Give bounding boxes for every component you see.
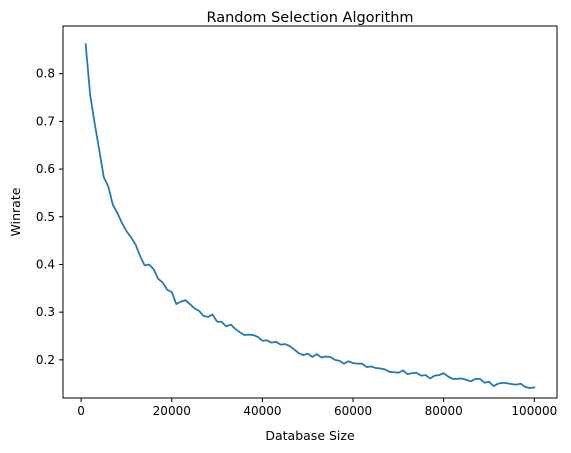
x-tick-label: 60000: [334, 404, 372, 418]
x-tick-label: 80000: [425, 404, 463, 418]
plot-area: 0 20000 40000 60000 80000 100000 0.2 0.3 0.4 0.5…: [36, 25, 558, 418]
y-axis-label: Winrate: [8, 187, 23, 236]
x-tick-label: 40000: [243, 404, 281, 418]
data-layer: [84, 43, 536, 389]
y-tick-label: 0.5: [36, 210, 55, 224]
x-tick-label: 0: [77, 404, 85, 418]
x-tick-label: 100000: [511, 404, 557, 418]
axes-frame: [62, 25, 558, 399]
x-axis: 0 20000 40000 60000 80000 100000: [77, 398, 557, 418]
x-axis-label: Database Size: [265, 428, 355, 443]
chart-title: Random Selection Algorithm: [206, 10, 413, 26]
x-tick-label: 20000: [153, 404, 191, 418]
axes-layer: [62, 25, 558, 399]
y-axis: 0.2 0.3 0.4 0.5 0.6 0.7 0.8: [36, 67, 63, 367]
series-line: [84, 43, 536, 389]
y-tick-label: 0.2: [36, 353, 55, 367]
y-tick-label: 0.4: [36, 257, 55, 271]
y-tick-label: 0.7: [36, 114, 55, 128]
y-tick-label: 0.3: [36, 305, 55, 319]
y-tick-label: 0.6: [36, 162, 55, 176]
y-tick-label: 0.8: [36, 67, 55, 81]
